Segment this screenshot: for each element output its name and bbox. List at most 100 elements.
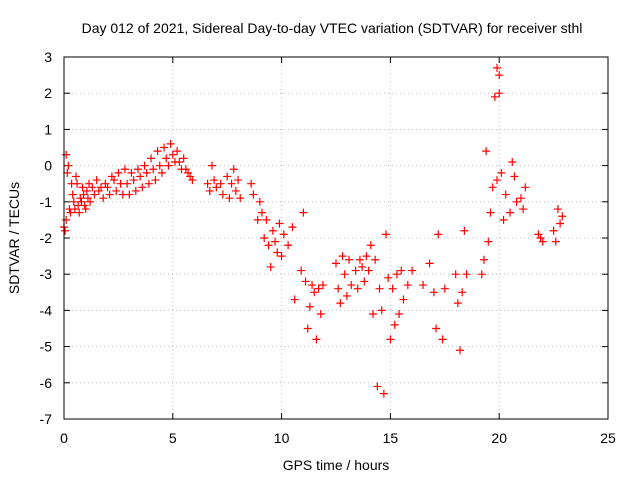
data-point xyxy=(386,335,395,344)
data-point xyxy=(205,186,214,195)
data-point xyxy=(458,288,467,297)
data-point xyxy=(63,168,72,177)
data-point xyxy=(136,172,145,181)
data-point xyxy=(366,241,375,250)
data-point xyxy=(345,255,354,264)
data-point xyxy=(168,150,177,159)
data-point xyxy=(290,295,299,304)
data-point xyxy=(151,176,160,185)
data-point xyxy=(482,147,491,156)
data-point xyxy=(262,215,271,224)
data-point xyxy=(299,208,308,217)
data-point xyxy=(340,270,349,279)
data-point xyxy=(129,176,138,185)
data-point xyxy=(379,389,388,398)
data-point xyxy=(153,147,162,156)
data-point xyxy=(127,168,136,177)
data-point xyxy=(388,284,397,293)
y-tick-label: -1 xyxy=(40,194,53,210)
data-point xyxy=(277,252,286,261)
data-point xyxy=(519,205,528,214)
data-point xyxy=(120,165,129,174)
data-point xyxy=(266,262,275,271)
data-point xyxy=(536,234,545,242)
data-point xyxy=(75,208,84,217)
data-point xyxy=(371,255,380,264)
data-point xyxy=(521,183,530,192)
data-point xyxy=(360,277,369,286)
data-point xyxy=(273,248,282,257)
data-point xyxy=(271,237,280,246)
data-point xyxy=(144,179,153,188)
data-point xyxy=(138,183,147,192)
data-point xyxy=(516,194,525,203)
data-point xyxy=(71,172,80,181)
y-tick-label: -7 xyxy=(40,411,53,427)
grid-lines xyxy=(64,57,608,419)
data-point xyxy=(425,259,434,268)
data-point xyxy=(142,168,151,177)
y-tick-label: 1 xyxy=(44,121,52,137)
x-tick-label: 20 xyxy=(491,430,507,446)
data-point xyxy=(78,183,87,192)
data-point xyxy=(99,194,108,203)
data-point xyxy=(225,194,234,203)
data-point xyxy=(368,310,377,319)
data-point xyxy=(105,190,114,199)
data-point xyxy=(212,183,221,192)
y-tick-label: 2 xyxy=(44,85,52,101)
data-point xyxy=(210,176,219,185)
data-point xyxy=(355,255,364,264)
data-point xyxy=(556,219,565,228)
data-point xyxy=(479,255,488,264)
data-point xyxy=(508,157,517,166)
data-point xyxy=(305,302,314,311)
data-point xyxy=(229,165,238,174)
data-point xyxy=(203,179,212,188)
data-point xyxy=(88,183,97,192)
data-point xyxy=(61,226,70,235)
data-point xyxy=(549,226,558,235)
data-point xyxy=(364,266,373,275)
data-point xyxy=(166,139,175,148)
data-point xyxy=(181,165,190,174)
data-point xyxy=(353,284,362,293)
data-point xyxy=(155,161,164,170)
data-point xyxy=(318,281,327,290)
data-point xyxy=(336,299,345,308)
x-tick-label: 10 xyxy=(274,430,290,446)
data-point xyxy=(456,346,465,355)
data-point xyxy=(62,150,71,159)
data-point xyxy=(66,208,75,217)
data-point xyxy=(253,215,262,224)
data-point xyxy=(432,324,441,333)
data-point xyxy=(303,324,312,333)
x-axis-label: GPS time / hours xyxy=(283,457,390,473)
data-point xyxy=(301,277,310,286)
data-point xyxy=(288,223,297,232)
data-point xyxy=(207,161,216,170)
chart-title: Day 012 of 2021, Sidereal Day-to-day VTE… xyxy=(82,20,583,36)
data-point xyxy=(501,190,510,199)
data-point xyxy=(164,161,173,170)
data-point xyxy=(316,310,325,319)
data-point xyxy=(247,179,256,188)
data-point xyxy=(90,190,99,199)
data-point xyxy=(110,176,119,185)
data-point xyxy=(173,147,182,156)
y-tick-label: 3 xyxy=(44,49,52,65)
data-point xyxy=(495,71,504,80)
y-tick-label: -3 xyxy=(40,266,53,282)
data-point xyxy=(133,165,142,174)
data-point xyxy=(490,92,499,101)
data-point xyxy=(397,266,406,275)
data-point xyxy=(64,161,73,170)
data-point xyxy=(175,157,184,166)
data-point xyxy=(506,208,515,217)
data-point xyxy=(264,241,273,250)
data-point xyxy=(140,161,149,170)
data-point xyxy=(101,179,110,188)
data-point xyxy=(86,197,95,206)
data-point xyxy=(231,186,240,195)
